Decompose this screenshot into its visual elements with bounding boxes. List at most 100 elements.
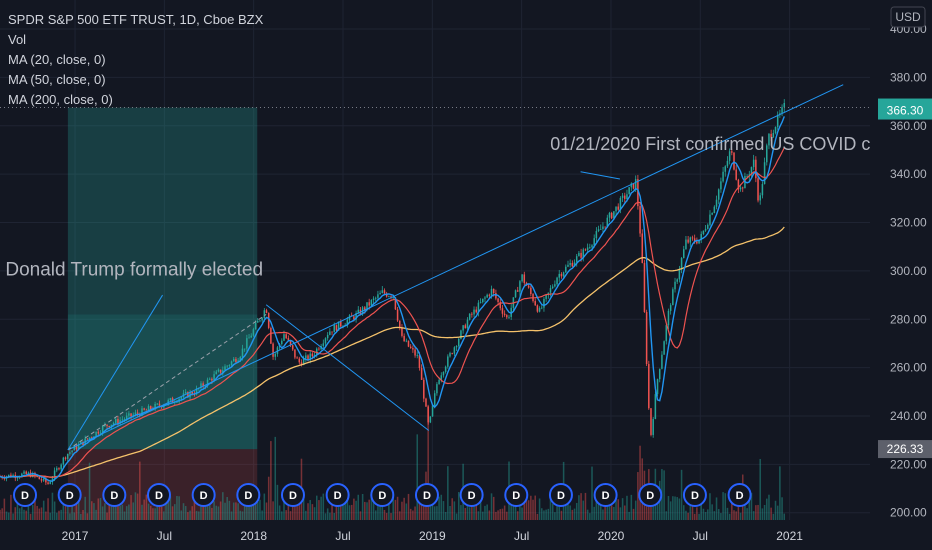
candle-body bbox=[267, 312, 270, 328]
volume-bar bbox=[372, 493, 375, 520]
volume-bar bbox=[698, 513, 700, 520]
price-label-bg bbox=[878, 101, 932, 120]
volume-bar bbox=[685, 510, 687, 520]
candle-body bbox=[283, 334, 285, 341]
candle-body bbox=[678, 269, 681, 280]
volume-bar bbox=[514, 502, 517, 520]
candle-body bbox=[420, 367, 423, 380]
volume-bar bbox=[525, 498, 528, 520]
x-tick-label: 2020 bbox=[598, 529, 625, 543]
volume-bar bbox=[571, 509, 574, 520]
volume-bar bbox=[728, 513, 731, 520]
volume-bar bbox=[781, 497, 783, 520]
volume-bar bbox=[606, 501, 609, 520]
candle-body bbox=[488, 294, 491, 296]
volume-bar bbox=[420, 496, 423, 520]
volume-bar bbox=[93, 503, 95, 520]
candle-body bbox=[123, 419, 126, 420]
volume-bar bbox=[573, 508, 576, 520]
volume-bar bbox=[101, 506, 104, 520]
candle-body bbox=[586, 247, 589, 251]
candle-body bbox=[340, 321, 342, 327]
volume-bar bbox=[110, 494, 113, 520]
volume-bar bbox=[202, 496, 204, 520]
candle-body bbox=[704, 228, 707, 231]
candle-body bbox=[610, 212, 613, 219]
candle-body bbox=[619, 197, 622, 210]
volume-bar bbox=[224, 502, 226, 520]
volume-bar bbox=[42, 500, 45, 520]
volume-bar bbox=[746, 508, 748, 520]
volume-bar bbox=[543, 510, 545, 520]
candle-body bbox=[667, 310, 670, 326]
candle-body bbox=[226, 365, 228, 367]
volume-bar bbox=[106, 512, 108, 520]
volume-bar bbox=[637, 472, 639, 520]
candle-body bbox=[508, 316, 510, 318]
volume-bar bbox=[711, 504, 713, 520]
volume-bar bbox=[5, 511, 8, 520]
candle-body bbox=[654, 394, 657, 419]
candle-body bbox=[613, 211, 615, 219]
candle-body bbox=[252, 329, 255, 336]
volume-bar bbox=[252, 505, 255, 520]
indicator-ma200[interactable]: MA (200, close, 0) bbox=[8, 92, 113, 107]
indicator-ma50[interactable]: MA (50, close, 0) bbox=[8, 72, 106, 87]
volume-bar bbox=[621, 498, 624, 520]
volume-bar bbox=[139, 461, 141, 520]
candle-body bbox=[471, 313, 473, 315]
volume-bar bbox=[739, 512, 742, 520]
volume-bar bbox=[674, 496, 676, 520]
volume-bar bbox=[163, 511, 165, 520]
candle-body bbox=[490, 288, 493, 296]
candle-body bbox=[593, 238, 595, 246]
volume-bar bbox=[626, 495, 628, 520]
candle-body bbox=[599, 229, 602, 230]
volume-bar bbox=[591, 466, 593, 520]
candle-body bbox=[527, 285, 530, 288]
volume-bar bbox=[132, 502, 135, 520]
candle-body bbox=[121, 419, 124, 421]
volume-bars bbox=[0, 404, 786, 520]
dividend-label: D bbox=[691, 490, 699, 502]
candle-body bbox=[88, 437, 91, 440]
x-tick-label: Jul bbox=[157, 529, 172, 543]
candle-body bbox=[21, 473, 23, 477]
indicator-vol[interactable]: Vol bbox=[8, 32, 27, 47]
volume-bar bbox=[388, 495, 390, 520]
trendlines[interactable] bbox=[0, 84, 870, 451]
volume-bar bbox=[219, 501, 222, 520]
candle-body bbox=[558, 273, 561, 278]
highlight-box-upper bbox=[67, 107, 258, 315]
volume-bar bbox=[10, 494, 12, 520]
candle-body bbox=[626, 194, 628, 199]
candle-body bbox=[473, 309, 475, 315]
volume-bar bbox=[88, 462, 91, 520]
candle-body bbox=[294, 349, 296, 358]
candle-body bbox=[368, 302, 370, 306]
candle-body bbox=[25, 471, 27, 475]
volume-bar bbox=[731, 501, 733, 520]
candle-body bbox=[99, 432, 102, 434]
volume-bar bbox=[501, 508, 504, 520]
volume-bar bbox=[423, 499, 425, 520]
legend: SPDR S&P 500 ETF TRUST, 1D, Cboe BZX Vol… bbox=[8, 10, 263, 110]
indicator-ma20[interactable]: MA (20, close, 0) bbox=[8, 52, 106, 67]
candle-body bbox=[484, 297, 486, 299]
candle-body bbox=[451, 353, 453, 354]
candles bbox=[0, 99, 786, 486]
candle-body bbox=[366, 302, 368, 310]
candle-body bbox=[431, 405, 434, 417]
volume-bar bbox=[176, 495, 178, 520]
dividend-marker bbox=[146, 483, 171, 507]
candle-body bbox=[311, 353, 314, 357]
candle-body bbox=[457, 338, 460, 347]
volume-bar bbox=[656, 491, 659, 520]
candle-body bbox=[534, 301, 536, 306]
volume-bar bbox=[294, 503, 296, 520]
volume-bar bbox=[222, 492, 224, 520]
dividend-label: D bbox=[334, 490, 342, 502]
candle-body bbox=[136, 412, 139, 414]
candle-body bbox=[27, 472, 30, 475]
